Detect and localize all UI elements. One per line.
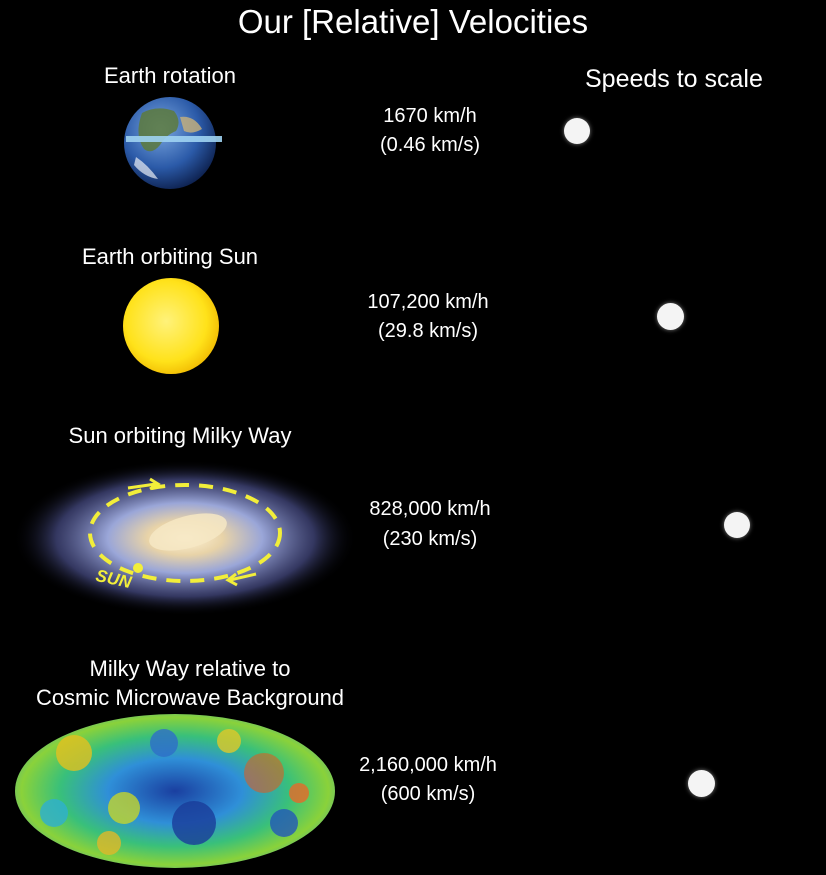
speed-dot-earth-rotation (564, 118, 590, 144)
cmb-map-icon (14, 713, 336, 870)
speed-sun-orbit-kms: (230 km/s) (382, 528, 478, 550)
speed-earth-orbit-kmh: 107,200 km/h (367, 291, 489, 313)
caption-milky-way-cmb-line1: Milky Way relative to (89, 656, 291, 681)
speed-earth-rotation-kmh: 1670 km/h (383, 105, 477, 127)
caption-earth-orbiting-sun: Earth orbiting Sun (81, 244, 259, 269)
speed-earth-orbit-kms: (29.8 km/s) (377, 320, 479, 342)
scale-label: Speeds to scale (585, 65, 763, 93)
caption-milky-way-cmb-line2: Cosmic Microwave Background (35, 685, 345, 710)
earth-icon (122, 95, 222, 191)
speed-cmb-kms: (600 km/s) (380, 783, 476, 805)
galaxy-icon (10, 458, 360, 618)
speed-dot-earth-orbit (657, 303, 684, 330)
speed-dot-sun-orbit (724, 512, 750, 538)
speed-earth-rotation-kms: (0.46 km/s) (379, 134, 481, 156)
speed-dot-cmb (688, 770, 715, 797)
caption-sun-orbiting-milky-way: Sun orbiting Milky Way (68, 423, 292, 448)
page-title: Our [Relative] Velocities (237, 3, 589, 40)
caption-earth-rotation: Earth rotation (103, 63, 237, 88)
speed-cmb-kmh: 2,160,000 km/h (359, 754, 497, 776)
sun-icon (120, 276, 222, 376)
speed-sun-orbit-kmh: 828,000 km/h (369, 498, 491, 520)
